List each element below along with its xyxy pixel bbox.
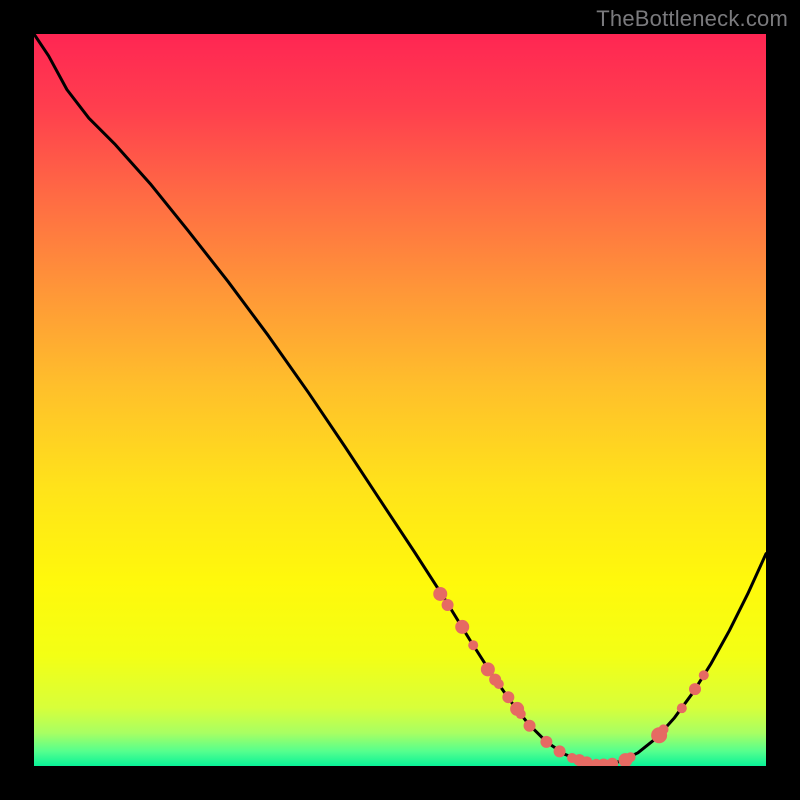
data-marker	[554, 745, 566, 757]
data-marker	[540, 736, 552, 748]
plot-area	[34, 34, 766, 766]
data-marker	[468, 640, 478, 650]
data-marker	[442, 599, 454, 611]
data-marker	[689, 683, 701, 695]
data-marker	[524, 720, 536, 732]
data-marker	[455, 620, 469, 634]
data-marker	[433, 587, 447, 601]
chart-svg	[34, 34, 766, 766]
data-marker	[516, 709, 526, 719]
data-marker	[502, 691, 514, 703]
data-marker	[677, 703, 687, 713]
data-marker	[699, 670, 709, 680]
gradient-background	[34, 34, 766, 766]
data-marker	[494, 679, 504, 689]
watermark-text: TheBottleneck.com	[596, 6, 788, 32]
data-marker	[659, 724, 669, 734]
data-marker	[626, 752, 636, 762]
